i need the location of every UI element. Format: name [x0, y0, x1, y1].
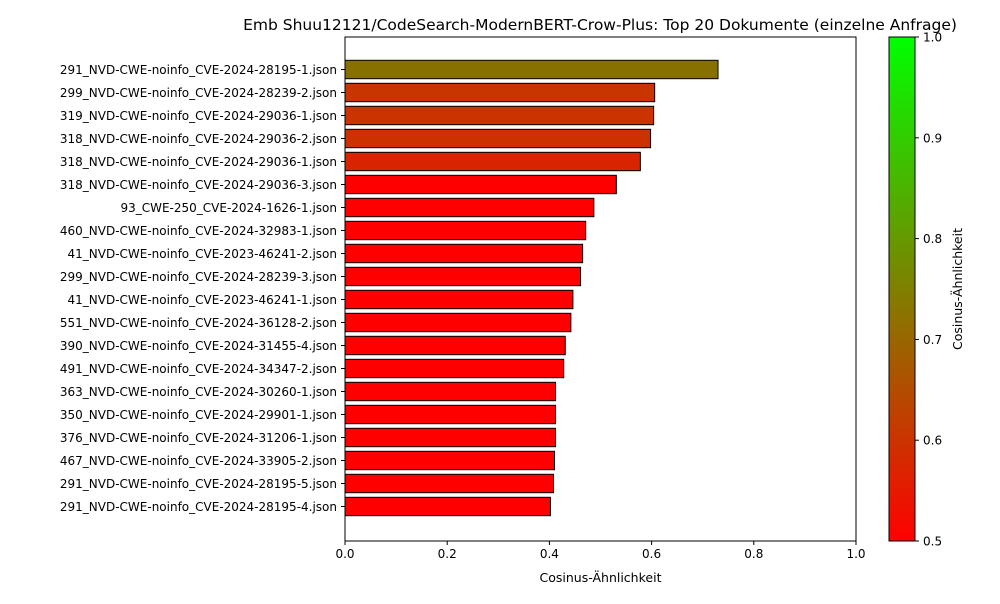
colorbar: 0.5 0.6 0.7 0.8 0.9 1.0 Cosinus-Ähnlichkeit	[888, 31, 965, 549]
y-tick-label: 350_NVD-CWE-noinfo_CVE-2024-29901-1.json	[60, 408, 337, 422]
y-tick-label: 319_NVD-CWE-noinfo_CVE-2024-29036-1.json	[60, 109, 337, 123]
colorbar-tick-label: 0.7	[923, 333, 942, 347]
y-tick-label: 318_NVD-CWE-noinfo_CVE-2024-29036-1.json	[60, 155, 337, 169]
x-tick-label: 0.4	[540, 547, 559, 561]
bar-15	[344, 381, 557, 402]
bar-1	[344, 59, 719, 80]
bar-5	[344, 151, 641, 172]
colorbar-tick-label: 1.0	[923, 31, 942, 45]
y-tick-label: 41_NVD-CWE-noinfo_CVE-2023-46241-1.json	[68, 293, 338, 307]
bar-7	[344, 197, 595, 218]
y-tick-label: 291_NVD-CWE-noinfo_CVE-2024-28195-5.json	[60, 477, 337, 491]
bars-layer	[344, 59, 719, 517]
bar-8	[344, 220, 587, 241]
bar-9	[344, 243, 584, 264]
colorbar-title: Cosinus-Ähnlichkeit	[950, 228, 965, 350]
y-tick-label: 93_CWE-250_CVE-2024-1626-1.json	[120, 201, 337, 215]
bar-20	[344, 496, 551, 517]
x-axis-title: Cosinus-Ähnlichkeit	[540, 570, 662, 585]
bar-18	[344, 450, 556, 471]
x-tick-label: 0.8	[744, 547, 763, 561]
colorbar-tick-label: 0.8	[923, 232, 942, 246]
colorbar-tick-label: 0.6	[923, 434, 942, 448]
y-tick-label: 318_NVD-CWE-noinfo_CVE-2024-29036-2.json	[60, 132, 337, 146]
y-tick-label: 291_NVD-CWE-noinfo_CVE-2024-28195-4.json	[60, 500, 337, 514]
bar-11	[344, 289, 574, 310]
bar-16	[344, 404, 557, 425]
y-tick-label: 467_NVD-CWE-noinfo_CVE-2024-33905-2.json	[60, 454, 337, 468]
y-tick-label: 318_NVD-CWE-noinfo_CVE-2024-29036-3.json	[60, 178, 337, 192]
y-tick-label: 551_NVD-CWE-noinfo_CVE-2024-36128-2.json	[60, 316, 337, 330]
y-tick-label: 460_NVD-CWE-noinfo_CVE-2024-32983-1.json	[60, 224, 337, 238]
y-tick-label: 291_NVD-CWE-noinfo_CVE-2024-28195-1.json	[60, 63, 337, 77]
y-tick-label: 299_NVD-CWE-noinfo_CVE-2024-28239-3.json	[60, 270, 337, 284]
y-tick-label: 376_NVD-CWE-noinfo_CVE-2024-31206-1.json	[60, 431, 337, 445]
bar-2	[344, 82, 656, 103]
y-tick-label: 299_NVD-CWE-noinfo_CVE-2024-28239-2.json	[60, 86, 337, 100]
y-tick-label: 41_NVD-CWE-noinfo_CVE-2023-46241-2.json	[68, 247, 338, 261]
chart-title: Emb Shuu12121/CodeSearch-ModernBERT-Crow…	[243, 16, 957, 34]
bar-6	[344, 174, 617, 195]
bar-14	[344, 358, 565, 379]
plot-frame	[344, 36, 857, 542]
y-tick-label: 491_NVD-CWE-noinfo_CVE-2024-34347-2.json	[60, 362, 337, 376]
bar-17	[344, 427, 557, 448]
colorbar-tick-label: 0.9	[923, 131, 942, 145]
x-axis: 0.0 0.2 0.4 0.6 0.8 1.0	[335, 541, 866, 561]
x-tick-label: 0.0	[335, 547, 354, 561]
bar-10	[344, 266, 582, 287]
x-tick-label: 0.2	[438, 547, 457, 561]
y-tick-label: 363_NVD-CWE-noinfo_CVE-2024-30260-1.json	[60, 385, 337, 399]
x-tick-label: 0.6	[642, 547, 661, 561]
bar-19	[344, 473, 554, 494]
y-axis: 291_NVD-CWE-noinfo_CVE-2024-28195-1.json…	[60, 63, 345, 514]
bar-3	[344, 105, 655, 126]
bar-13	[344, 335, 566, 356]
bar-4	[344, 128, 652, 149]
x-tick-label: 1.0	[846, 547, 865, 561]
colorbar-ticks: 0.5 0.6 0.7 0.8 0.9 1.0	[915, 31, 942, 549]
colorbar-tick-label: 0.5	[923, 535, 942, 549]
bar-12	[344, 312, 572, 333]
y-tick-label: 390_NVD-CWE-noinfo_CVE-2024-31455-4.json	[60, 339, 337, 353]
colorbar-gradient	[888, 36, 916, 542]
